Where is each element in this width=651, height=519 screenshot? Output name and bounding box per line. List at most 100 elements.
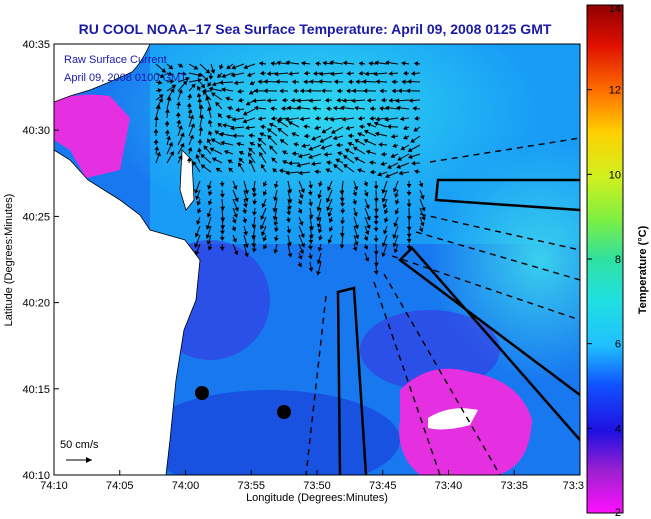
current-vector-head bbox=[406, 184, 412, 189]
current-vector-head bbox=[327, 186, 332, 192]
current-vector-head bbox=[234, 197, 239, 203]
current-vector-head bbox=[363, 191, 369, 197]
current-vector-head bbox=[269, 145, 274, 150]
current-vector-head bbox=[387, 124, 392, 130]
current-vector-head bbox=[419, 195, 425, 200]
current-vector-head bbox=[257, 79, 262, 85]
current-vector-head bbox=[210, 69, 216, 74]
current-vector-head bbox=[153, 115, 159, 121]
current-vector-head bbox=[259, 132, 265, 137]
current-vector-head bbox=[196, 85, 202, 91]
current-vector-head bbox=[262, 244, 268, 250]
current-vector-head bbox=[369, 160, 374, 166]
current-vector-head bbox=[287, 242, 292, 247]
current-vector-head bbox=[192, 161, 197, 166]
current-vector-head bbox=[379, 106, 384, 111]
current-vector-head bbox=[176, 101, 181, 106]
current-vector-head bbox=[197, 138, 203, 143]
current-vector-head bbox=[343, 164, 348, 169]
current-vector-head bbox=[421, 215, 426, 221]
current-vector-head bbox=[352, 146, 358, 152]
current-vector-head bbox=[207, 119, 213, 124]
current-vector-head bbox=[354, 157, 359, 162]
current-vector-head bbox=[221, 87, 226, 93]
current-vector-head bbox=[375, 79, 380, 85]
current-vector-head bbox=[363, 236, 369, 242]
current-vector-head bbox=[383, 209, 389, 215]
current-vector-head bbox=[288, 121, 293, 126]
current-vector-head bbox=[309, 234, 314, 239]
current-vector-head bbox=[308, 202, 313, 207]
current-vector-head bbox=[232, 238, 237, 243]
current-vector-head bbox=[336, 88, 341, 94]
current-vector-head bbox=[214, 130, 220, 135]
current-vector-head bbox=[418, 182, 424, 188]
current-vector-head bbox=[293, 142, 298, 147]
current-vector-head bbox=[348, 79, 353, 85]
colorbar-ticks: 2 4 6 8 10 12 14 bbox=[587, 3, 621, 519]
current-vector-head bbox=[176, 119, 182, 124]
current-vector-head bbox=[153, 128, 159, 133]
x-tick-label: 73:40 bbox=[435, 480, 463, 492]
colorbar-tick-label: 4 bbox=[615, 423, 621, 435]
current-vector-head bbox=[197, 97, 203, 103]
annotation-line-2: April 09, 2008 0100 GMT bbox=[64, 72, 187, 84]
current-vector-head bbox=[198, 104, 204, 109]
current-vector-head bbox=[300, 233, 305, 239]
current-vector-head bbox=[308, 239, 314, 245]
current-vector-head bbox=[244, 243, 249, 248]
current-vector-head bbox=[276, 60, 281, 66]
current-vector-head bbox=[242, 218, 248, 224]
colorbar-tick-label: 10 bbox=[609, 169, 621, 181]
current-vector-head bbox=[403, 125, 408, 131]
current-vector-head bbox=[357, 168, 362, 173]
current-vector-head bbox=[248, 133, 253, 139]
current-vector-head bbox=[330, 71, 335, 77]
current-vector-head bbox=[381, 189, 387, 194]
current-vector-head bbox=[365, 204, 370, 210]
current-vector-head bbox=[253, 88, 258, 94]
colorbar-tick-label: 6 bbox=[615, 339, 621, 351]
current-vector-head bbox=[384, 218, 389, 223]
current-vector-head bbox=[329, 60, 334, 66]
current-vector-head bbox=[207, 246, 213, 251]
current-vector-head bbox=[259, 225, 265, 230]
x-tick-label: 74:05 bbox=[106, 480, 134, 492]
current-vector-head bbox=[413, 169, 419, 174]
current-vector-head bbox=[296, 98, 301, 104]
current-vector-head bbox=[326, 106, 331, 112]
current-vector-head bbox=[186, 157, 192, 162]
current-vector-head bbox=[375, 116, 380, 122]
current-vector-head bbox=[392, 143, 397, 148]
current-vector-head bbox=[291, 79, 296, 85]
current-vector-head bbox=[270, 106, 275, 112]
current-vector-head bbox=[406, 88, 411, 94]
current-vector-head bbox=[199, 114, 205, 119]
current-vector-head bbox=[252, 200, 258, 205]
current-vector-head bbox=[228, 167, 233, 173]
y-tick-label: 40:30 bbox=[22, 125, 50, 137]
current-vector-head bbox=[260, 215, 265, 221]
current-vector-head bbox=[403, 70, 408, 76]
current-vector-head bbox=[178, 63, 184, 68]
current-vector-head bbox=[180, 132, 185, 138]
scale-label: 50 cm/s bbox=[60, 439, 99, 451]
colorbar bbox=[586, 4, 624, 514]
current-vector-head bbox=[355, 79, 360, 85]
current-vector-head bbox=[408, 98, 413, 103]
current-vector-head bbox=[368, 61, 373, 66]
current-vector-head bbox=[298, 170, 303, 176]
current-vector-head bbox=[314, 125, 319, 131]
x-tick-label: 73:45 bbox=[369, 480, 397, 492]
current-vector-head bbox=[203, 145, 209, 150]
current-vector-head bbox=[308, 255, 313, 260]
current-vector-head bbox=[318, 71, 324, 77]
current-vector-head bbox=[327, 212, 333, 217]
x-tick-label: 73:3 bbox=[563, 480, 584, 492]
current-vector-head bbox=[282, 150, 287, 155]
current-vector-head bbox=[274, 237, 279, 242]
current-vector-head bbox=[320, 145, 326, 150]
current-vector-head bbox=[236, 141, 241, 147]
current-vector-head bbox=[307, 88, 312, 94]
current-vector-head bbox=[366, 97, 372, 103]
